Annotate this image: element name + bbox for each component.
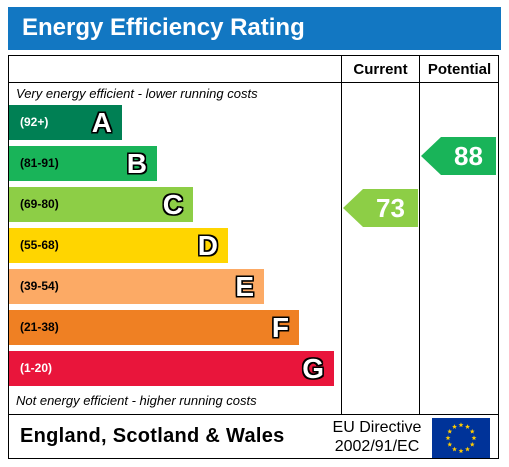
column-divider-current bbox=[341, 55, 342, 415]
eu-star-icon bbox=[465, 446, 470, 452]
band-letter: G bbox=[302, 353, 324, 384]
page-title: Energy Efficiency Rating bbox=[22, 14, 305, 41]
band-range-label: (1-20) bbox=[20, 361, 53, 375]
potential-rating-arrow: 88 bbox=[421, 137, 496, 175]
eu-star-icon bbox=[447, 428, 453, 434]
band-letter: C bbox=[162, 189, 183, 220]
potential-rating-value: 88 bbox=[454, 141, 483, 171]
eu-star-icon bbox=[458, 448, 464, 454]
band-range-label: (55-68) bbox=[20, 238, 59, 252]
rating-band-b: (81-91) B bbox=[9, 146, 157, 181]
band-letter: B bbox=[126, 148, 147, 179]
rating-band-e: (39-54) E bbox=[9, 269, 264, 304]
current-rating-value: 73 bbox=[376, 193, 405, 223]
directive-line-1: EU Directive bbox=[332, 419, 422, 436]
band-letter: F bbox=[271, 312, 289, 343]
note-inefficient: Not energy efficient - higher running co… bbox=[16, 393, 257, 408]
current-arrow-shape bbox=[343, 189, 418, 227]
band-range-label: (92+) bbox=[20, 115, 49, 129]
eu-star-icon bbox=[458, 422, 464, 428]
header-divider bbox=[8, 82, 499, 83]
band-letter: A bbox=[91, 107, 112, 138]
rating-band-f: (21-38) F bbox=[9, 310, 299, 345]
potential-arrow-shape bbox=[421, 137, 496, 175]
eu-star-icon bbox=[452, 424, 457, 429]
eu-directive: EU Directive 2002/91/EC bbox=[327, 418, 427, 456]
current-rating-arrow: 73 bbox=[343, 189, 418, 227]
eu-star-icon bbox=[447, 441, 453, 447]
rating-band-c: (69-80) C bbox=[9, 187, 193, 222]
rating-table bbox=[8, 55, 499, 459]
band-range-label: (81-91) bbox=[20, 156, 59, 170]
band-letter: D bbox=[197, 230, 218, 261]
note-efficient: Very energy efficient - lower running co… bbox=[16, 86, 258, 101]
footer-region: England, Scotland & Wales bbox=[20, 425, 285, 447]
rating-band-a: (92+) A bbox=[9, 105, 122, 140]
directive-line-2: 2002/91/EC bbox=[334, 438, 420, 455]
band-range-label: (69-80) bbox=[20, 197, 59, 211]
eu-flag-icon bbox=[432, 418, 490, 458]
eu-star-icon bbox=[471, 435, 477, 441]
band-letter: E bbox=[235, 271, 254, 302]
rating-band-d: (55-68) D bbox=[9, 228, 228, 263]
eu-star-icon bbox=[469, 428, 475, 434]
footer-divider bbox=[8, 414, 499, 415]
band-range-label: (39-54) bbox=[20, 279, 59, 293]
title-bar: Energy Efficiency Rating bbox=[8, 7, 501, 50]
column-header-potential: Potential bbox=[427, 61, 492, 78]
column-divider-potential bbox=[419, 55, 420, 415]
eu-star-icon bbox=[445, 435, 451, 441]
rating-band-g: (1-20) G bbox=[9, 351, 334, 386]
column-header-current: Current bbox=[353, 61, 408, 78]
eu-star-icon bbox=[452, 446, 457, 452]
eu-star-icon bbox=[465, 424, 470, 429]
eu-star-icon bbox=[469, 441, 475, 447]
band-range-label: (21-38) bbox=[20, 320, 59, 334]
